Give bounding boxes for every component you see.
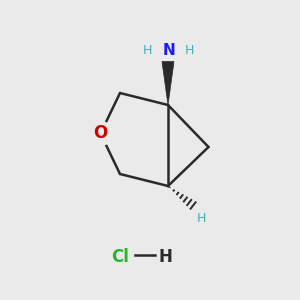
Polygon shape xyxy=(162,61,174,105)
Circle shape xyxy=(88,122,112,146)
Text: H: H xyxy=(158,248,172,266)
Text: H: H xyxy=(197,212,206,224)
Text: H: H xyxy=(143,44,152,57)
Text: O: O xyxy=(93,124,108,142)
Text: N: N xyxy=(163,44,175,59)
Text: H: H xyxy=(184,44,194,57)
Text: Cl: Cl xyxy=(111,248,129,266)
